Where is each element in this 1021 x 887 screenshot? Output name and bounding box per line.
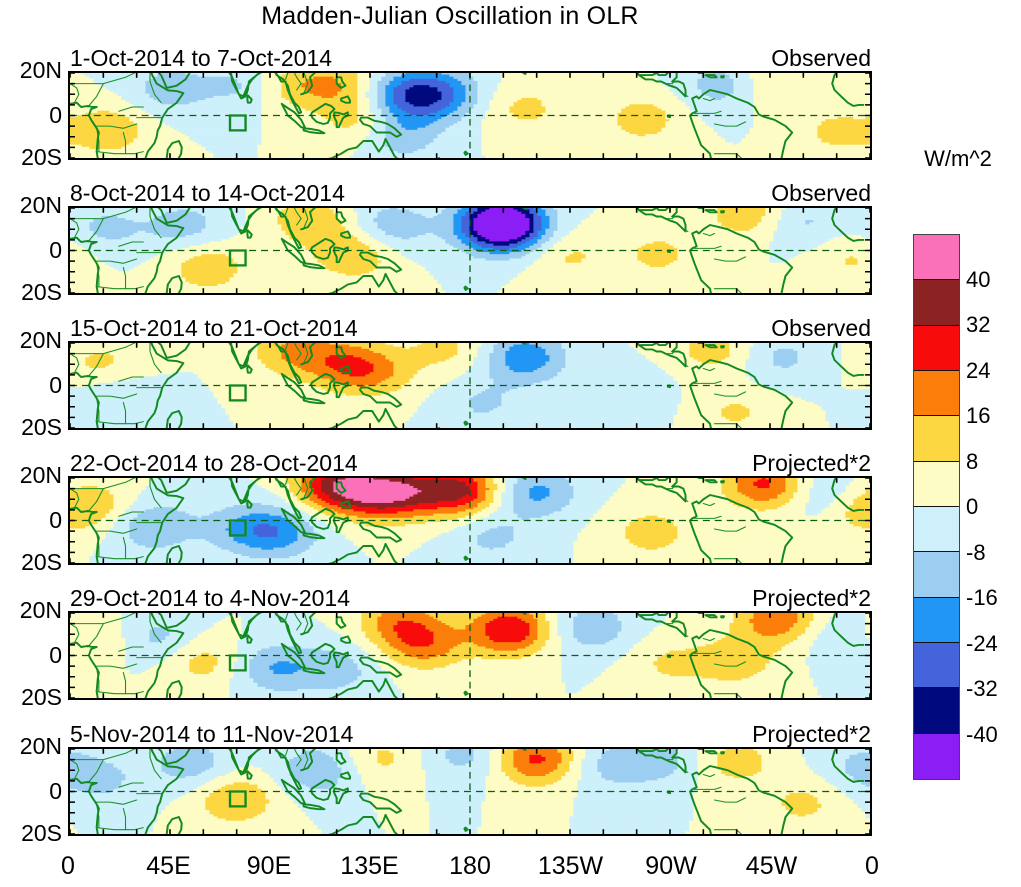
y-axis-tick-label: 20N bbox=[19, 327, 62, 353]
y-axis-tick-label: 20N bbox=[19, 192, 62, 218]
y-axis-tick-label: 0 bbox=[49, 371, 62, 398]
y-axis-tick-label: 20N bbox=[19, 462, 62, 488]
page-title: Madden-Julian Oscillation in OLR bbox=[261, 2, 639, 30]
colorbar-band bbox=[914, 552, 959, 598]
colorbar-tick-label: 16 bbox=[966, 403, 991, 428]
colorbar-tick-label: -40 bbox=[966, 721, 998, 747]
colorbar-tick-label: 8 bbox=[966, 448, 979, 474]
colorbar-band bbox=[914, 461, 959, 507]
panel-date-label: 22-Oct-2014 to 28-Oct-2014 bbox=[70, 449, 358, 476]
colorbar-tick-label: -24 bbox=[966, 630, 998, 656]
colorbar-band bbox=[914, 506, 959, 553]
colorbar-band bbox=[914, 325, 959, 371]
map-plot-area bbox=[68, 206, 872, 295]
x-axis-tick-label: 180 bbox=[449, 852, 491, 880]
map-panel: 22-Oct-2014 to 28-Oct-2014 Projected*2 bbox=[68, 451, 872, 565]
map-plot-area bbox=[68, 71, 872, 160]
colorbar-tick-label: -8 bbox=[966, 539, 986, 565]
y-axis-tick-label: 0 bbox=[49, 506, 62, 533]
x-axis-tick-label: 45W bbox=[745, 852, 798, 880]
panel-date-label: 29-Oct-2014 to 4-Nov-2014 bbox=[70, 584, 350, 611]
panel-kind-label: Observed bbox=[771, 179, 871, 206]
colorbar-tick-label: -16 bbox=[966, 585, 998, 610]
colorbar-tick-label: 32 bbox=[966, 312, 991, 337]
colorbar-band bbox=[914, 733, 959, 779]
colorbar-tick-label: -32 bbox=[966, 676, 998, 701]
map-plot-area bbox=[68, 747, 872, 836]
map-plot-area bbox=[68, 611, 872, 700]
map-panel: 1-Oct-2014 to 7-Oct-2014 Observed bbox=[68, 46, 872, 160]
panel-kind-label: Projected*2 bbox=[752, 449, 871, 476]
colorbar-tick-label: 0 bbox=[966, 494, 979, 519]
x-axis: 0 45E 90E 135E 180 135W 90W 45W 0 bbox=[61, 852, 879, 886]
map-plot-area bbox=[68, 476, 872, 565]
colorbar-units-label: W/m^2 bbox=[924, 146, 992, 171]
x-axis-tick-label: 0 bbox=[61, 852, 75, 880]
y-axis-tick-label: 20N bbox=[19, 597, 62, 623]
colorbar-band bbox=[914, 416, 959, 462]
y-axis-tick-label: 0 bbox=[49, 101, 62, 128]
colorbar-band bbox=[914, 642, 959, 689]
y-axis-tick-label: 0 bbox=[49, 641, 62, 668]
y-axis-tick-label: 20N bbox=[19, 57, 62, 83]
map-panel: 15-Oct-2014 to 21-Oct-2014 Observed bbox=[68, 316, 872, 430]
y-axis-tick-label: 0 bbox=[49, 777, 62, 804]
x-axis-tick-label: 135W bbox=[537, 852, 604, 880]
panel-date-label: 1-Oct-2014 to 7-Oct-2014 bbox=[70, 44, 333, 71]
panel-date-label: 8-Oct-2014 to 14-Oct-2014 bbox=[70, 179, 345, 206]
y-axis-tick-label: 20S bbox=[21, 549, 62, 575]
x-axis-tick-label: 90W bbox=[645, 852, 697, 880]
panel-date-label: 15-Oct-2014 to 21-Oct-2014 bbox=[70, 314, 358, 341]
map-plot-area bbox=[68, 341, 872, 430]
colorbar-band bbox=[914, 235, 959, 281]
y-axis-tick-label: 0 bbox=[49, 236, 62, 263]
y-axis-tick-label: 20S bbox=[21, 820, 62, 846]
y-axis-tick-label: 20S bbox=[21, 279, 62, 305]
colorbar-band bbox=[914, 280, 959, 326]
x-axis-tick-label: 90E bbox=[246, 852, 292, 880]
panel-kind-label: Projected*2 bbox=[752, 720, 871, 747]
map-panel: 5-Nov-2014 to 11-Nov-2014 Projected*2 bbox=[68, 722, 872, 836]
x-axis-tick-label: 45E bbox=[146, 852, 191, 880]
y-axis-tick-label: 20S bbox=[21, 414, 62, 440]
map-panel: 8-Oct-2014 to 14-Oct-2014 Observed bbox=[68, 181, 872, 295]
y-axis-tick-label: 20N bbox=[19, 733, 62, 759]
y-axis-tick-label: 20S bbox=[21, 684, 62, 710]
colorbar-tick-label: 24 bbox=[966, 357, 991, 383]
x-axis-tick-label: 135E bbox=[340, 852, 399, 880]
colorbar-ticks: 40 32 24 16 8 0 -8 -16 -24 -32 -40 bbox=[966, 234, 1020, 780]
colorbar bbox=[913, 234, 960, 780]
panel-kind-label: Observed bbox=[771, 314, 871, 341]
panel-date-label: 5-Nov-2014 to 11-Nov-2014 bbox=[70, 720, 354, 747]
y-axis-tick-label: 20S bbox=[21, 144, 62, 170]
colorbar-band bbox=[914, 597, 959, 643]
panel-kind-label: Projected*2 bbox=[752, 584, 871, 611]
map-panel: 29-Oct-2014 to 4-Nov-2014 Projected*2 bbox=[68, 586, 872, 700]
colorbar-tick-label: 40 bbox=[966, 266, 991, 292]
colorbar-band bbox=[914, 370, 959, 417]
colorbar-band bbox=[914, 688, 959, 734]
x-axis-tick-label: 0 bbox=[865, 852, 879, 880]
panel-kind-label: Observed bbox=[771, 44, 871, 71]
